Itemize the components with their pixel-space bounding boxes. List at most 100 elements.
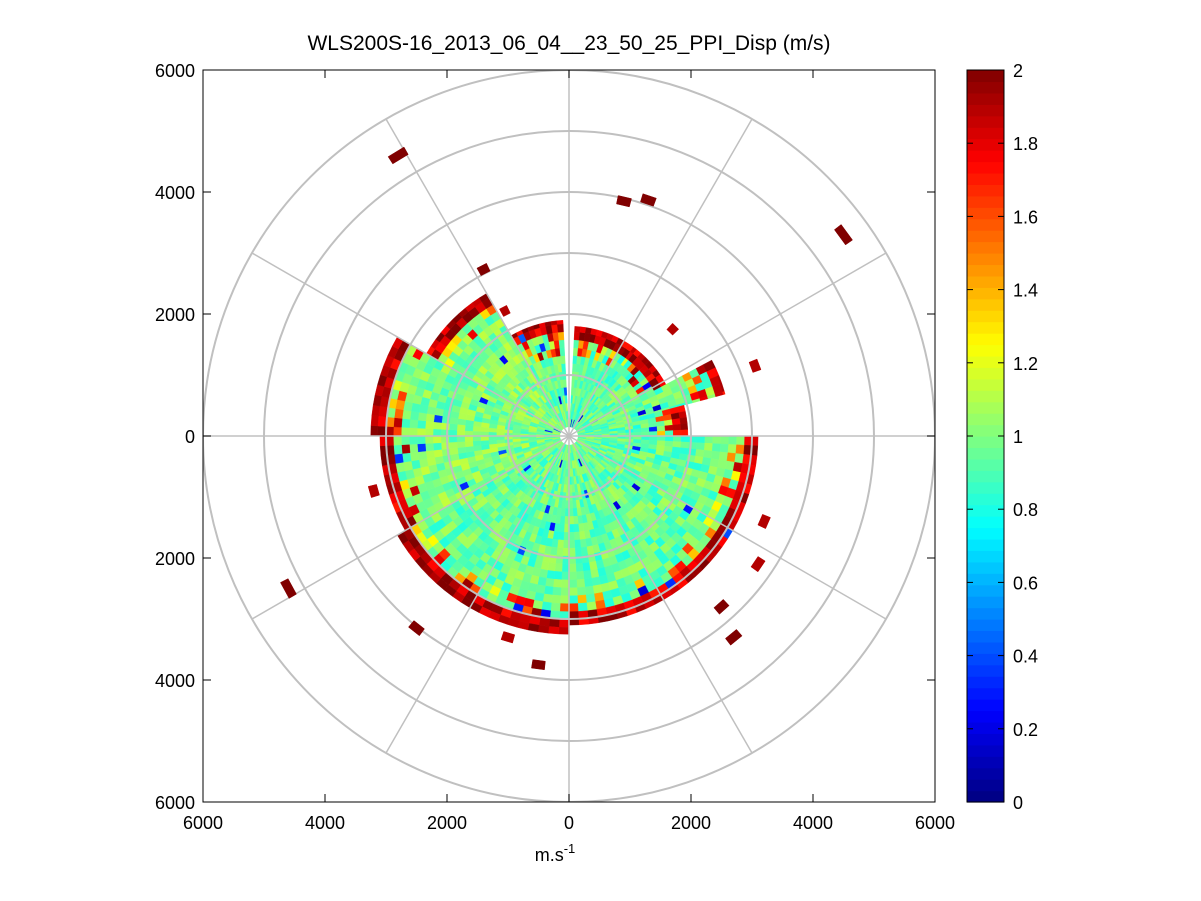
x-tick-label: 6000 xyxy=(915,813,955,833)
data-cell xyxy=(409,410,420,421)
data-cell xyxy=(558,619,570,628)
sector-3 xyxy=(577,404,689,437)
data-cell xyxy=(562,547,570,557)
data-cell xyxy=(550,320,558,326)
data-cell xyxy=(426,457,437,467)
outlier-cell-12 xyxy=(750,556,766,573)
colorbar-step xyxy=(967,550,1004,563)
y-tick-label: 4000 xyxy=(155,671,195,691)
data-cell xyxy=(541,601,552,611)
data-cell xyxy=(456,429,466,437)
y-tick-label: 2000 xyxy=(155,305,195,325)
data-cell xyxy=(548,618,560,628)
data-cell xyxy=(401,452,412,463)
data-cell xyxy=(409,451,420,462)
data-cell xyxy=(401,427,410,437)
polar-grid xyxy=(203,70,935,802)
data-cell xyxy=(456,435,466,443)
colorbar-step xyxy=(967,561,1004,574)
data-cell xyxy=(552,586,562,596)
colorbar-step xyxy=(967,264,1004,277)
colorbar-step xyxy=(967,584,1004,597)
outlier-cell-6 xyxy=(408,620,425,637)
data-cell xyxy=(425,420,434,430)
outlier-cell-3 xyxy=(834,224,853,246)
data-cell xyxy=(562,379,567,388)
data-cell xyxy=(665,430,674,437)
data-cell xyxy=(556,320,564,325)
data-cell xyxy=(585,593,596,604)
data-cell xyxy=(561,363,566,372)
colorbar-step xyxy=(967,355,1004,368)
colorbar-step xyxy=(967,779,1004,792)
colorbar-step xyxy=(967,150,1004,163)
data-cell xyxy=(370,425,378,437)
colorbar-step xyxy=(967,424,1004,437)
colorbar-tick-label: 0.8 xyxy=(1013,500,1038,520)
colorbar-tick-label: 1.2 xyxy=(1013,354,1038,374)
colorbar-tick-label: 1.6 xyxy=(1013,207,1038,227)
data-cell xyxy=(577,594,587,604)
data-cell xyxy=(580,546,589,556)
x-axis-label: m.s-1 xyxy=(535,841,576,865)
data-cell xyxy=(456,441,466,448)
colorbar-step xyxy=(967,207,1004,220)
data-cell xyxy=(432,435,442,444)
data-cell xyxy=(568,563,577,573)
data-cell xyxy=(432,421,442,430)
data-cell xyxy=(568,524,575,533)
data-cell xyxy=(393,426,402,437)
data-cell xyxy=(679,417,688,425)
colorbar-step xyxy=(967,721,1004,734)
colorbar-step xyxy=(967,619,1004,632)
data-cell xyxy=(712,435,722,445)
data-cell xyxy=(424,428,434,437)
data-cell xyxy=(664,424,674,432)
data-cell xyxy=(417,419,427,429)
colorbar-step xyxy=(967,321,1004,334)
data-cell xyxy=(393,444,403,455)
data-cell xyxy=(657,435,666,442)
colorbar-step xyxy=(967,92,1004,105)
data-cell xyxy=(678,411,687,419)
data-cell xyxy=(448,441,458,449)
colorbar-step xyxy=(967,184,1004,197)
spoke-150 xyxy=(568,435,753,754)
x-tick-label: 4000 xyxy=(793,813,833,833)
y-tick-label: 2000 xyxy=(155,549,195,569)
data-cell xyxy=(752,435,759,447)
colorbar-step xyxy=(967,767,1004,780)
data-cell xyxy=(576,578,586,588)
data-cell xyxy=(556,547,564,557)
data-cell xyxy=(726,452,737,463)
data-cell xyxy=(409,443,419,453)
colorbar-step xyxy=(967,493,1004,506)
data-cell xyxy=(704,435,714,444)
spoke-30 xyxy=(568,118,753,437)
spoke-330 xyxy=(385,118,570,437)
ppi-data-layer xyxy=(370,293,759,635)
data-cell xyxy=(370,415,379,427)
data-cell xyxy=(735,444,745,455)
colorbar-step xyxy=(967,447,1004,460)
colorbar-step xyxy=(967,516,1004,529)
colorbar-step xyxy=(967,81,1004,94)
outlier-cell-0 xyxy=(387,146,409,165)
outlier-cell-5 xyxy=(280,578,297,599)
data-cell xyxy=(577,602,588,612)
outlier-cell-7 xyxy=(531,659,546,671)
data-cell xyxy=(563,532,570,541)
sector-0 xyxy=(569,326,637,430)
x-tick-label: 6000 xyxy=(183,813,223,833)
data-cell xyxy=(416,427,426,437)
data-cell xyxy=(456,424,466,431)
colorbar-step xyxy=(967,127,1004,140)
data-cell xyxy=(409,419,419,429)
x-axis-label-exponent: -1 xyxy=(564,841,576,856)
data-cell xyxy=(582,570,592,580)
data-cell xyxy=(568,587,578,597)
data-cell xyxy=(425,413,435,423)
data-cell xyxy=(417,450,428,460)
data-cell xyxy=(559,603,570,612)
